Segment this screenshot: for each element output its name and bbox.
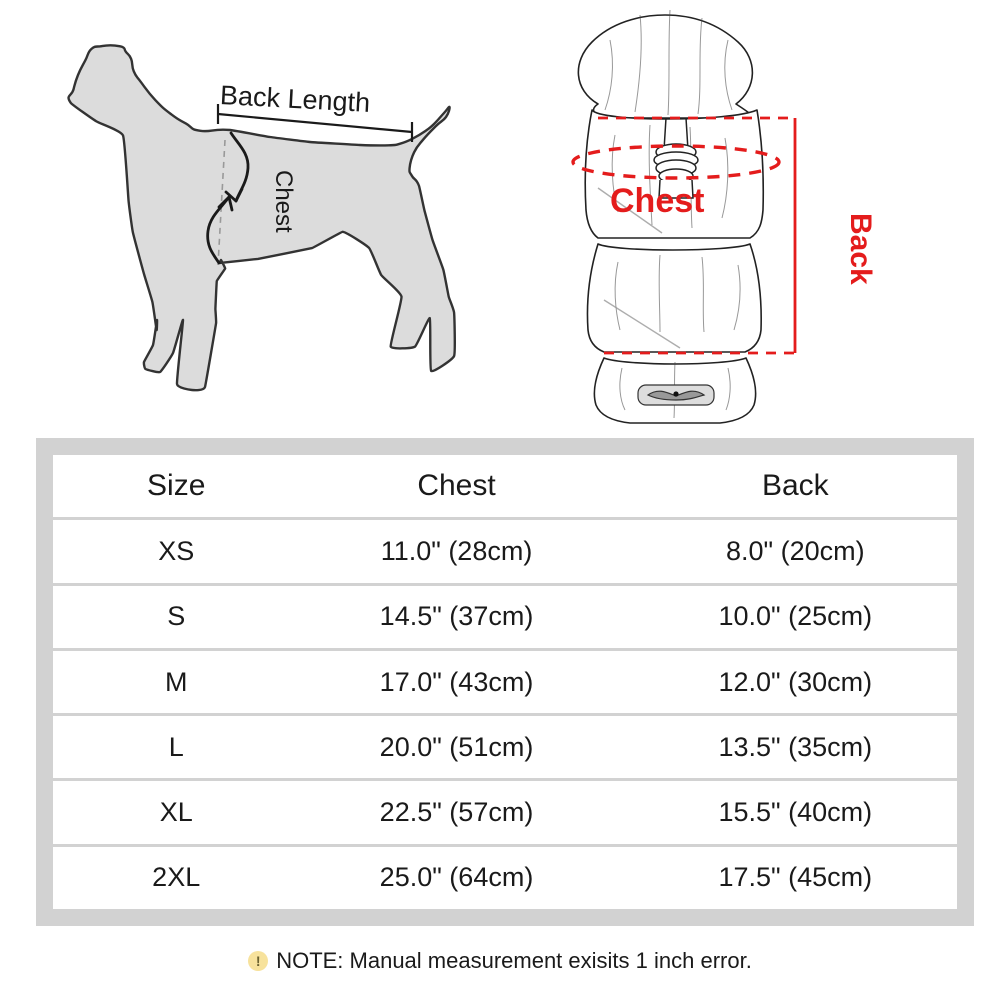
svg-text:Chest: Chest [610,182,704,220]
